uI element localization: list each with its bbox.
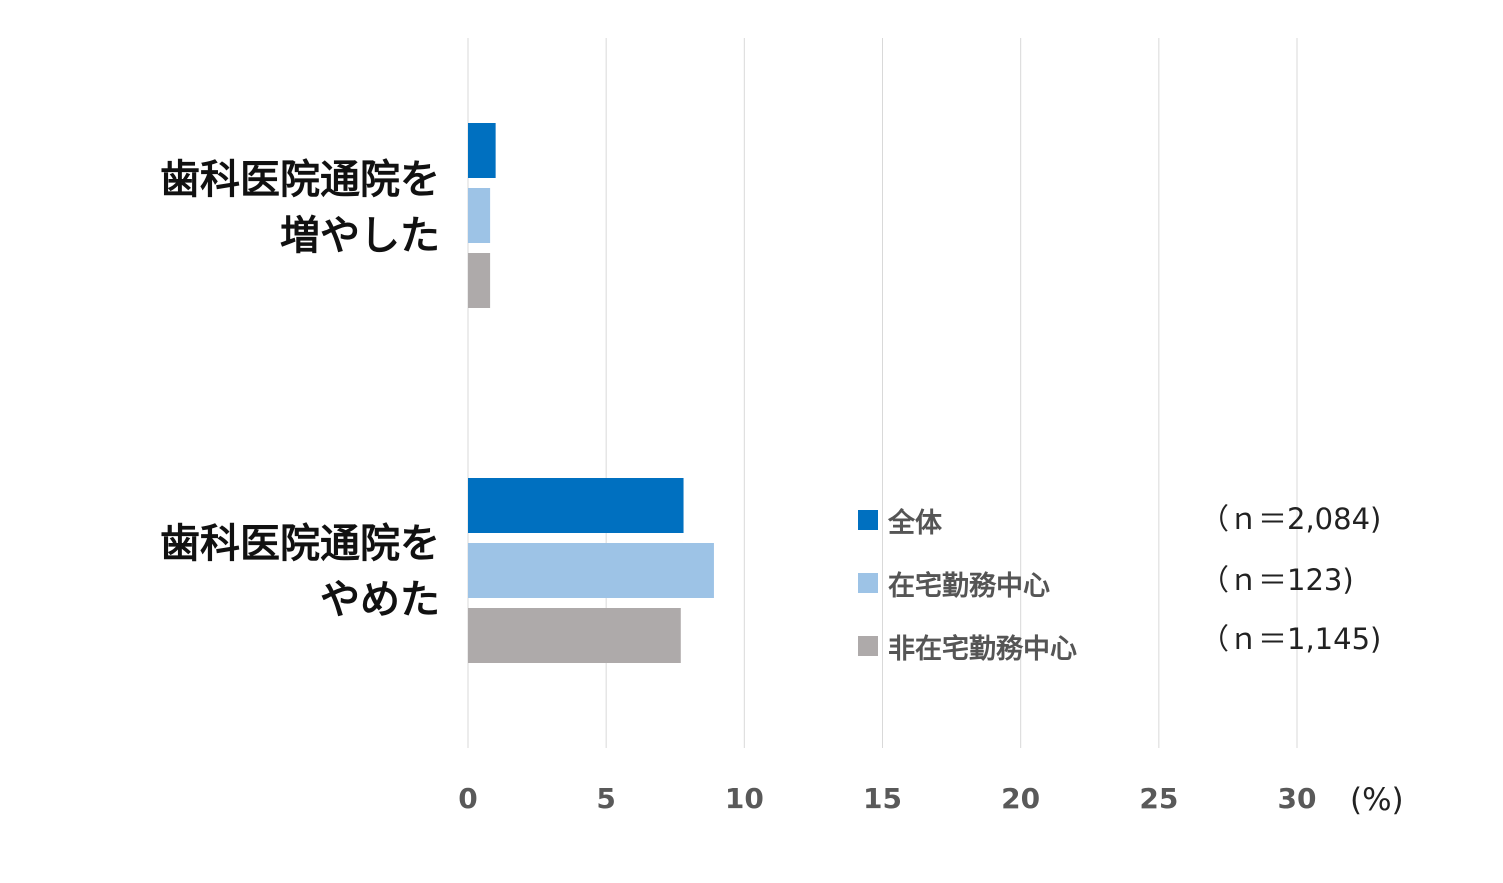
- category-label-stopped: 歯科医院通院を やめた: [160, 521, 440, 623]
- bar-stopped-all: [468, 478, 684, 533]
- category-label-increased: 歯科医院通院を 増やした: [160, 157, 440, 259]
- x-tick-label: 30: [1278, 782, 1317, 815]
- bar-increased-remote: [468, 188, 491, 243]
- bar-increased-all: [468, 123, 496, 178]
- legend-swatch-remote: [858, 573, 878, 593]
- bar-stopped-remote: [468, 543, 714, 598]
- legend-n-remote: （ｎ＝123): [1200, 563, 1354, 597]
- legend-item-remote: 在宅勤務中心: [858, 563, 1050, 603]
- legend-item-non-remote: 非在宅勤務中心: [858, 626, 1077, 666]
- legend-label-non-remote: 非在宅勤務中心: [888, 633, 1077, 665]
- legend-swatch-non-remote: [858, 636, 878, 656]
- x-tick-label: 10: [725, 782, 764, 815]
- legend-n-non-remote: （ｎ＝1,145): [1200, 622, 1382, 656]
- legend-swatch-all: [858, 510, 878, 530]
- x-tick-label: 25: [1139, 782, 1178, 815]
- x-tick-label: 15: [863, 782, 902, 815]
- legend-label-remote: 在宅勤務中心: [888, 570, 1050, 602]
- gridlines: [467, 38, 1298, 748]
- bar-stopped-non-remote: [468, 608, 681, 663]
- legend-label-all: 全体: [888, 507, 942, 539]
- x-tick-label: 0: [458, 782, 477, 815]
- x-tick-label: 20: [1001, 782, 1040, 815]
- x-axis-unit: (%): [1350, 782, 1404, 818]
- x-tick-label: 5: [596, 782, 615, 815]
- bars: [468, 123, 714, 663]
- x-axis-ticks: 0 5 10 15 20 25 30: [458, 782, 1316, 815]
- legend-item-all: 全体: [858, 500, 942, 540]
- legend-n-all: （ｎ＝2,084): [1200, 502, 1382, 536]
- bar-increased-non-remote: [468, 253, 491, 308]
